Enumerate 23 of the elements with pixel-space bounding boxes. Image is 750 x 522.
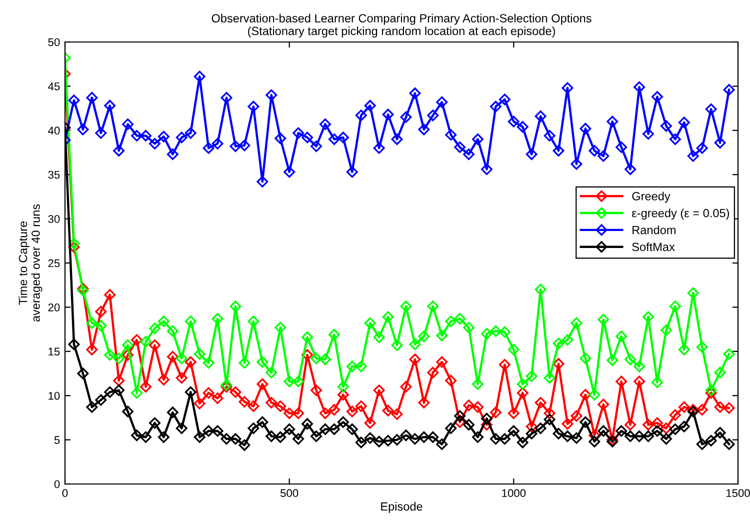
x-axis-title: Episode [381,502,422,513]
y-tick-label: 15 [48,348,60,356]
legend-label: ε-greedy (ε = 0.05) [632,208,730,220]
x-tick-label: 500 [280,489,298,498]
y-tick-label: 40 [48,126,60,135]
y-tick-label: 20 [48,303,60,312]
y-tick-label: 25 [48,259,60,268]
y-tick-label: 30 [48,215,60,223]
y-tick-label: 0 [54,480,60,488]
legend-label: Greedy [632,192,670,203]
y-axis-title: Time to Capture averaged over 40 runs [18,204,42,322]
x-tick-label: 0 [62,489,68,498]
chart-subtitle: (Stationary target picking random location at each episode) [248,26,555,38]
y-tick-label: 5 [54,436,60,444]
legend-label: Random [632,226,676,234]
y-tick-label: 35 [48,170,60,179]
y-tick-label: 10 [48,392,60,400]
x-tick-label: 1500 [726,489,750,498]
y-tick-label: 50 [48,38,60,46]
x-tick-label: 1000 [502,489,526,498]
chart-title: Observation-based Learner Comparing Primary Action-Selection Options [212,14,592,25]
y-tick-label: 45 [48,82,60,90]
legend-label: SoftMax [632,242,675,252]
